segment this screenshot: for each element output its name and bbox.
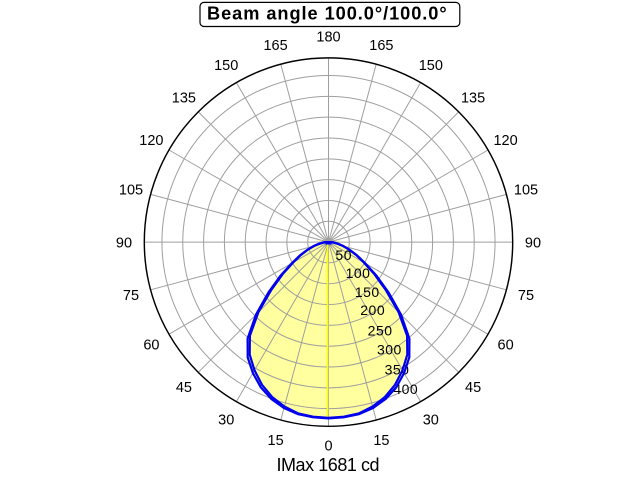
svg-text:150: 150 <box>214 58 238 74</box>
svg-text:15: 15 <box>268 433 284 449</box>
svg-text:Beam angle 100.0°/100.0°: Beam angle 100.0°/100.0° <box>207 3 448 23</box>
svg-text:165: 165 <box>263 38 287 54</box>
svg-text:100: 100 <box>346 265 371 281</box>
svg-text:0: 0 <box>324 438 332 454</box>
svg-text:75: 75 <box>518 288 534 304</box>
svg-text:90: 90 <box>525 235 541 251</box>
svg-text:180: 180 <box>316 29 340 45</box>
svg-text:105: 105 <box>514 182 538 198</box>
svg-text:45: 45 <box>465 380 481 396</box>
svg-text:135: 135 <box>461 91 485 107</box>
svg-text:150: 150 <box>355 284 380 300</box>
svg-text:75: 75 <box>123 288 139 304</box>
svg-text:250: 250 <box>368 322 393 338</box>
svg-text:60: 60 <box>498 338 514 354</box>
svg-text:105: 105 <box>119 182 143 198</box>
svg-text:400: 400 <box>393 381 418 397</box>
svg-text:150: 150 <box>419 58 443 74</box>
svg-text:135: 135 <box>172 91 196 107</box>
svg-text:120: 120 <box>493 133 517 149</box>
svg-text:165: 165 <box>369 38 393 54</box>
svg-text:300: 300 <box>377 341 402 357</box>
svg-text:200: 200 <box>360 302 385 318</box>
svg-text:30: 30 <box>423 412 439 428</box>
svg-text:30: 30 <box>218 412 234 428</box>
svg-text:60: 60 <box>143 338 159 354</box>
svg-text:15: 15 <box>373 433 389 449</box>
svg-text:IMax 1681 cd: IMax 1681 cd <box>276 455 379 475</box>
svg-text:90: 90 <box>116 235 132 251</box>
svg-text:45: 45 <box>176 380 192 396</box>
svg-text:50: 50 <box>335 247 352 263</box>
svg-text:120: 120 <box>139 133 163 149</box>
